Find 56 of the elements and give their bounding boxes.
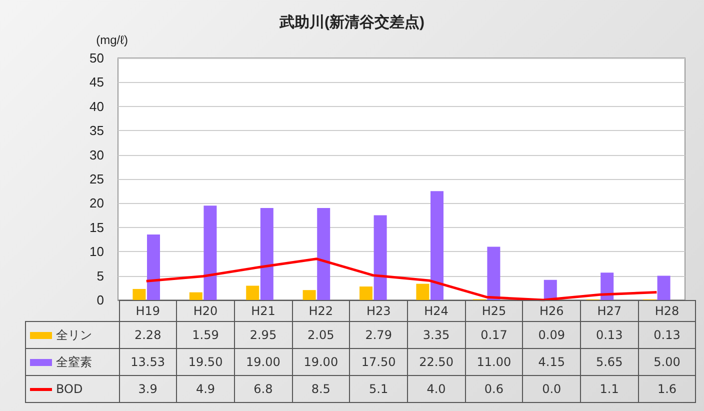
data-label: 2.79 xyxy=(350,322,408,348)
y-tick-label: 40 xyxy=(90,98,104,114)
data-label: 6.8 xyxy=(234,376,292,402)
y-tick-label: 15 xyxy=(90,220,104,235)
data-label: 4.9 xyxy=(176,376,234,402)
data-label: 5.65 xyxy=(580,348,638,376)
y-tick-label: 35 xyxy=(90,123,104,138)
data-label: 3.35 xyxy=(407,322,466,348)
data-label: 0.09 xyxy=(522,322,580,348)
x-tick-label: H25 xyxy=(465,300,523,322)
y-tick-label: 25 xyxy=(90,172,104,186)
data-label: 0.13 xyxy=(580,322,638,348)
x-tick-label: H28 xyxy=(638,300,696,322)
data-label: 0.13 xyxy=(638,322,696,348)
data-label: 2.05 xyxy=(292,322,350,348)
y-axis-title: (mg/ℓ) xyxy=(96,33,128,47)
x-tick-label: H27 xyxy=(580,300,638,322)
data-label: 19.00 xyxy=(234,348,292,376)
x-tick-label: H24 xyxy=(407,300,466,322)
data-label: 2.28 xyxy=(119,322,177,348)
data-label: 3.9 xyxy=(119,376,177,402)
data-label: 1.59 xyxy=(176,322,234,348)
y-tick-label: 45 xyxy=(90,74,104,90)
x-tick-label: H22 xyxy=(292,300,350,322)
legend-label: 全窒素 xyxy=(26,348,119,376)
y-tick-label: 0 xyxy=(96,292,104,308)
data-label: 4.15 xyxy=(522,348,580,376)
x-tick-label: H19 xyxy=(119,300,177,322)
x-tick-label: H20 xyxy=(176,300,234,322)
data-label: 17.50 xyxy=(350,348,408,376)
data-label: 1.6 xyxy=(638,376,696,402)
legend-label: 全リン xyxy=(26,322,119,348)
data-label: 19.00 xyxy=(292,348,350,376)
data-label: 5.00 xyxy=(638,348,696,376)
data-label: 4.0 xyxy=(407,376,466,402)
data-label: 0.0 xyxy=(522,376,580,402)
y-tick-label: 50 xyxy=(90,50,104,66)
x-tick-label: H23 xyxy=(350,300,408,322)
data-label: 13.53 xyxy=(119,348,177,376)
y-tick-label: 30 xyxy=(90,147,104,162)
data-label: 8.5 xyxy=(292,376,350,402)
data-label: 0.6 xyxy=(465,376,523,402)
data-label: 0.17 xyxy=(465,322,523,348)
x-tick-label: H21 xyxy=(234,300,292,322)
y-tick-label: 5 xyxy=(96,268,104,284)
chart-title: 武助川(新清谷交差点) xyxy=(278,13,424,31)
legend-label: BOD xyxy=(26,376,119,402)
data-label: 22.50 xyxy=(407,348,466,376)
y-tick-label: 20 xyxy=(90,196,104,211)
data-label: 2.95 xyxy=(234,322,292,348)
data-label: 5.1 xyxy=(350,376,408,402)
data-label: 11.00 xyxy=(465,348,523,376)
y-tick-label: 10 xyxy=(90,244,104,260)
data-label: 1.1 xyxy=(580,376,638,402)
data-label: 19.50 xyxy=(176,348,234,376)
x-tick-label: H26 xyxy=(522,300,580,322)
